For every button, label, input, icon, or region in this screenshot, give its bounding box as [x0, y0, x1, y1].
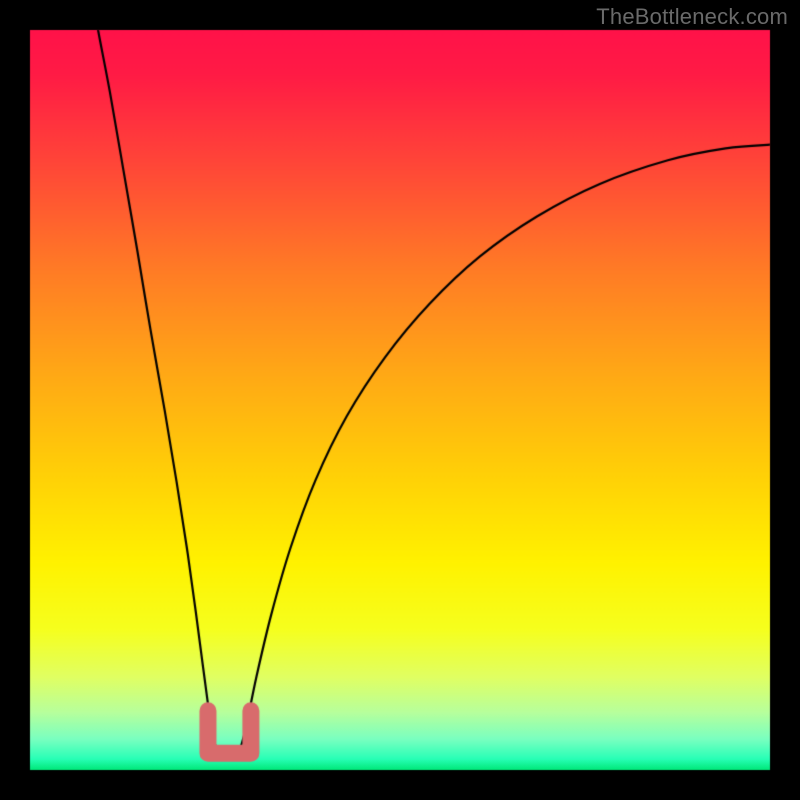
bottleneck-curve-layer — [0, 0, 800, 800]
chart-stage: TheBottleneck.com — [0, 0, 800, 800]
watermark-text: TheBottleneck.com — [596, 4, 788, 30]
